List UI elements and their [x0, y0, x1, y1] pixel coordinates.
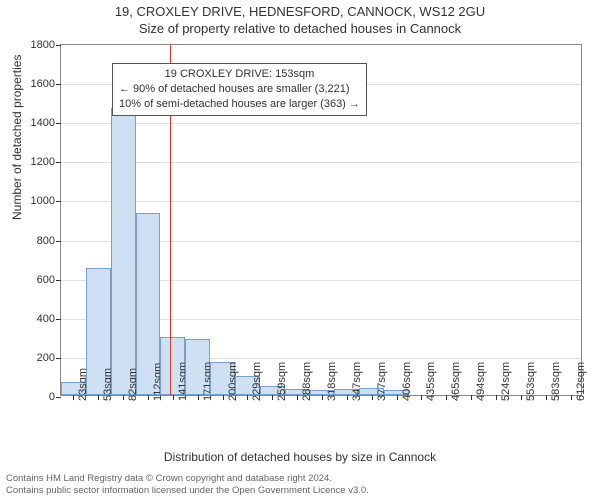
xtick-mark	[546, 395, 547, 400]
annotation-line: ← 90% of detached houses are smaller (3,…	[119, 82, 360, 97]
xtick-mark	[223, 395, 224, 400]
xtick-label: 612sqm	[575, 362, 587, 401]
xtick-mark	[421, 395, 422, 400]
xtick-label: 553sqm	[525, 362, 537, 401]
gridline	[61, 123, 581, 124]
xtick-label: 583sqm	[550, 362, 562, 401]
xtick-label: 288sqm	[301, 362, 313, 401]
xtick-label: 524sqm	[500, 362, 512, 401]
gridline	[61, 162, 581, 163]
xtick-label: 377sqm	[376, 362, 388, 401]
xtick-mark	[372, 395, 373, 400]
annotation-line: 10% of semi-detached houses are larger (…	[119, 97, 360, 112]
xtick-mark	[73, 395, 74, 400]
xtick-label: 347sqm	[351, 362, 363, 401]
annotation-line: 19 CROXLEY DRIVE: 153sqm	[119, 67, 360, 82]
xtick-label: 465sqm	[450, 362, 462, 401]
xtick-mark	[446, 395, 447, 400]
x-axis-label: Distribution of detached houses by size …	[0, 450, 600, 464]
histogram-plot: 02004006008001000120014001600180023sqm53…	[60, 44, 582, 396]
ytick-label: 600	[37, 274, 61, 286]
ytick-label: 200	[37, 352, 61, 364]
xtick-mark	[347, 395, 348, 400]
ytick-label: 800	[37, 235, 61, 247]
ytick-label: 1400	[31, 117, 61, 129]
ytick-label: 1200	[31, 156, 61, 168]
xtick-mark	[571, 395, 572, 400]
xtick-mark	[521, 395, 522, 400]
ytick-label: 1000	[31, 195, 61, 207]
xtick-mark	[148, 395, 149, 400]
ytick-label: 0	[49, 391, 61, 403]
gridline	[61, 201, 581, 202]
annotation-box: 19 CROXLEY DRIVE: 153sqm← 90% of detache…	[112, 63, 367, 116]
ytick-label: 1600	[31, 78, 61, 90]
xtick-mark	[173, 395, 174, 400]
xtick-mark	[471, 395, 472, 400]
ytick-label: 1800	[31, 39, 61, 51]
xtick-mark	[247, 395, 248, 400]
xtick-mark	[322, 395, 323, 400]
xtick-label: 494sqm	[475, 362, 487, 401]
y-axis-label: Number of detached properties	[10, 55, 24, 220]
address-title: 19, CROXLEY DRIVE, HEDNESFORD, CANNOCK, …	[0, 4, 600, 19]
footer-line-2: Contains public sector information licen…	[6, 485, 594, 497]
xtick-label: 229sqm	[251, 362, 263, 401]
xtick-mark	[198, 395, 199, 400]
chart-subtitle: Size of property relative to detached ho…	[0, 21, 600, 36]
xtick-mark	[297, 395, 298, 400]
xtick-mark	[98, 395, 99, 400]
xtick-label: 318sqm	[326, 362, 338, 401]
histogram-bar	[111, 108, 136, 395]
attribution-footer: Contains HM Land Registry data © Crown c…	[6, 473, 594, 497]
xtick-mark	[496, 395, 497, 400]
xtick-mark	[123, 395, 124, 400]
xtick-mark	[272, 395, 273, 400]
xtick-label: 435sqm	[425, 362, 437, 401]
xtick-label: 406sqm	[401, 362, 413, 401]
xtick-label: 259sqm	[276, 362, 288, 401]
ytick-label: 400	[37, 313, 61, 325]
footer-line-1: Contains HM Land Registry data © Crown c…	[6, 473, 594, 485]
xtick-mark	[397, 395, 398, 400]
